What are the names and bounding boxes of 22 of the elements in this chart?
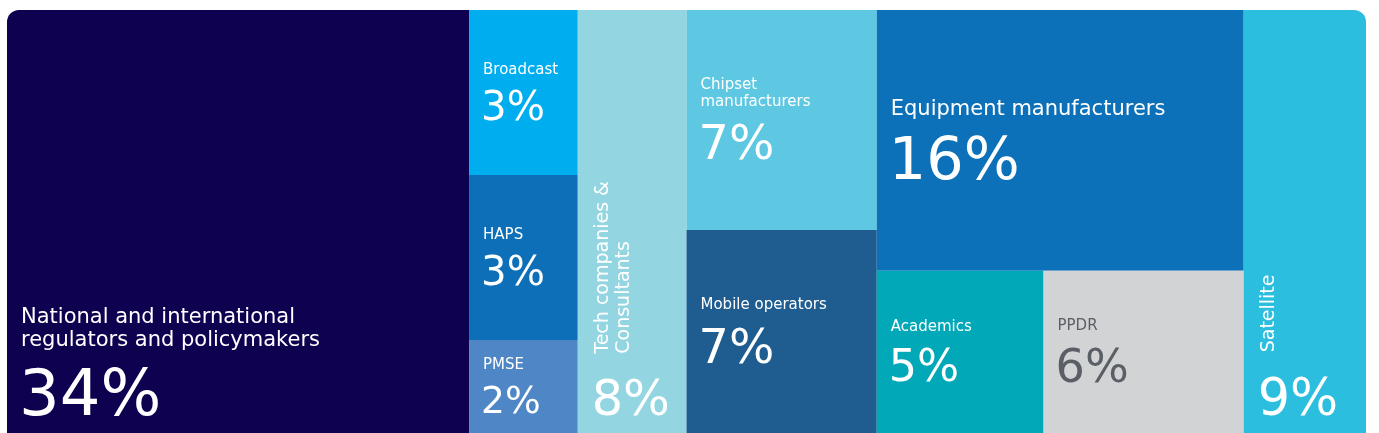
category-label: PPDR	[1057, 316, 1098, 335]
category-label: PMSE	[483, 355, 525, 374]
data-label: 2%	[481, 378, 541, 423]
data-label: 7%	[698, 115, 775, 171]
data-label: 16%	[888, 123, 1020, 193]
category-label: Equipment manufacturers	[890, 95, 1166, 120]
category-label: Broadcast	[483, 60, 559, 79]
data-label: 5%	[888, 340, 960, 392]
category-label: Satellite	[1255, 274, 1278, 353]
data-label: 6%	[1055, 339, 1129, 394]
category-label: National and international regulators and policymakers	[21, 303, 321, 351]
category-label: Tech companies & Consultants	[589, 180, 633, 355]
category-label: HAPS	[483, 225, 524, 244]
data-label: 3%	[481, 83, 545, 130]
category-label: Mobile operators	[700, 295, 827, 314]
category-label: Academics	[890, 317, 972, 336]
data-label: 7%	[698, 318, 775, 374]
data-label: 9%	[1257, 368, 1339, 427]
data-label: 8%	[591, 369, 670, 427]
category-label: Chipset manufacturers	[700, 75, 811, 110]
data-label: 3%	[481, 248, 545, 295]
data-label: 34%	[19, 355, 162, 430]
